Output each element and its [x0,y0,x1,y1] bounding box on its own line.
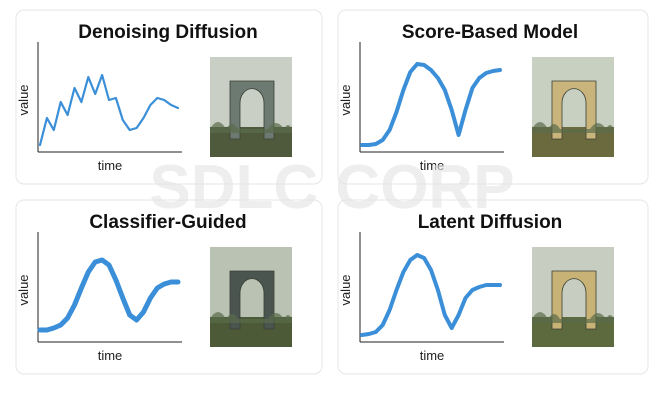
y-axis-label: value [16,274,31,305]
y-axis-label: value [338,84,353,115]
data-line [38,73,180,147]
trees [210,122,292,133]
x-axis-label: time [98,348,123,363]
arch [229,270,275,330]
chart-title: Denoising Diffusion [78,22,257,43]
data-line [360,62,502,147]
trees [532,122,614,133]
x-axis-label: time [98,158,123,173]
y-axis-label: value [16,84,31,115]
arch [229,80,275,140]
arch [551,270,597,330]
trees [210,312,292,323]
watermark: SDLC CORP [149,153,514,222]
illustration [532,247,614,347]
chart-title: Classifier-Guided [89,212,246,233]
data-line [360,253,502,337]
chart-title: Latent Diffusion [418,212,563,233]
trees [532,312,614,323]
illustration [532,57,614,157]
data-line [37,257,181,333]
illustration [210,57,292,157]
arch [551,80,597,140]
x-axis-label: time [420,348,445,363]
illustration [210,247,292,347]
y-axis-label: value [338,274,353,305]
x-axis-label: time [420,158,445,173]
chart-title: Score-Based Model [402,22,578,43]
